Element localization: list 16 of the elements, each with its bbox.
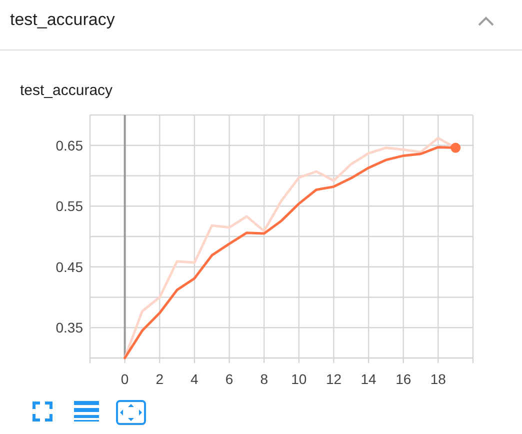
x-tick-label: 16 <box>396 371 412 387</box>
chart-title: test_accuracy <box>10 10 116 29</box>
x-tick-label: 6 <box>225 371 234 387</box>
x-tick-label: 14 <box>360 371 377 387</box>
x-tick-label: 18 <box>430 371 446 387</box>
x-tick-label: 12 <box>326 371 342 387</box>
y-tick-label: 0.65 <box>56 137 84 154</box>
x-tick-label: 2 <box>156 371 164 387</box>
y-tick-label: 0.55 <box>56 198 84 214</box>
x-tick-label: 0 <box>120 371 129 387</box>
chart-subtitle: test_accuracy <box>20 82 114 99</box>
x-tick-label: 10 <box>291 371 307 387</box>
y-tick-label: 0.35 <box>56 320 84 336</box>
y-tick-label: 0.45 <box>56 258 84 275</box>
x-tick-label: 4 <box>190 371 199 387</box>
x-tick-label: 8 <box>260 371 268 387</box>
